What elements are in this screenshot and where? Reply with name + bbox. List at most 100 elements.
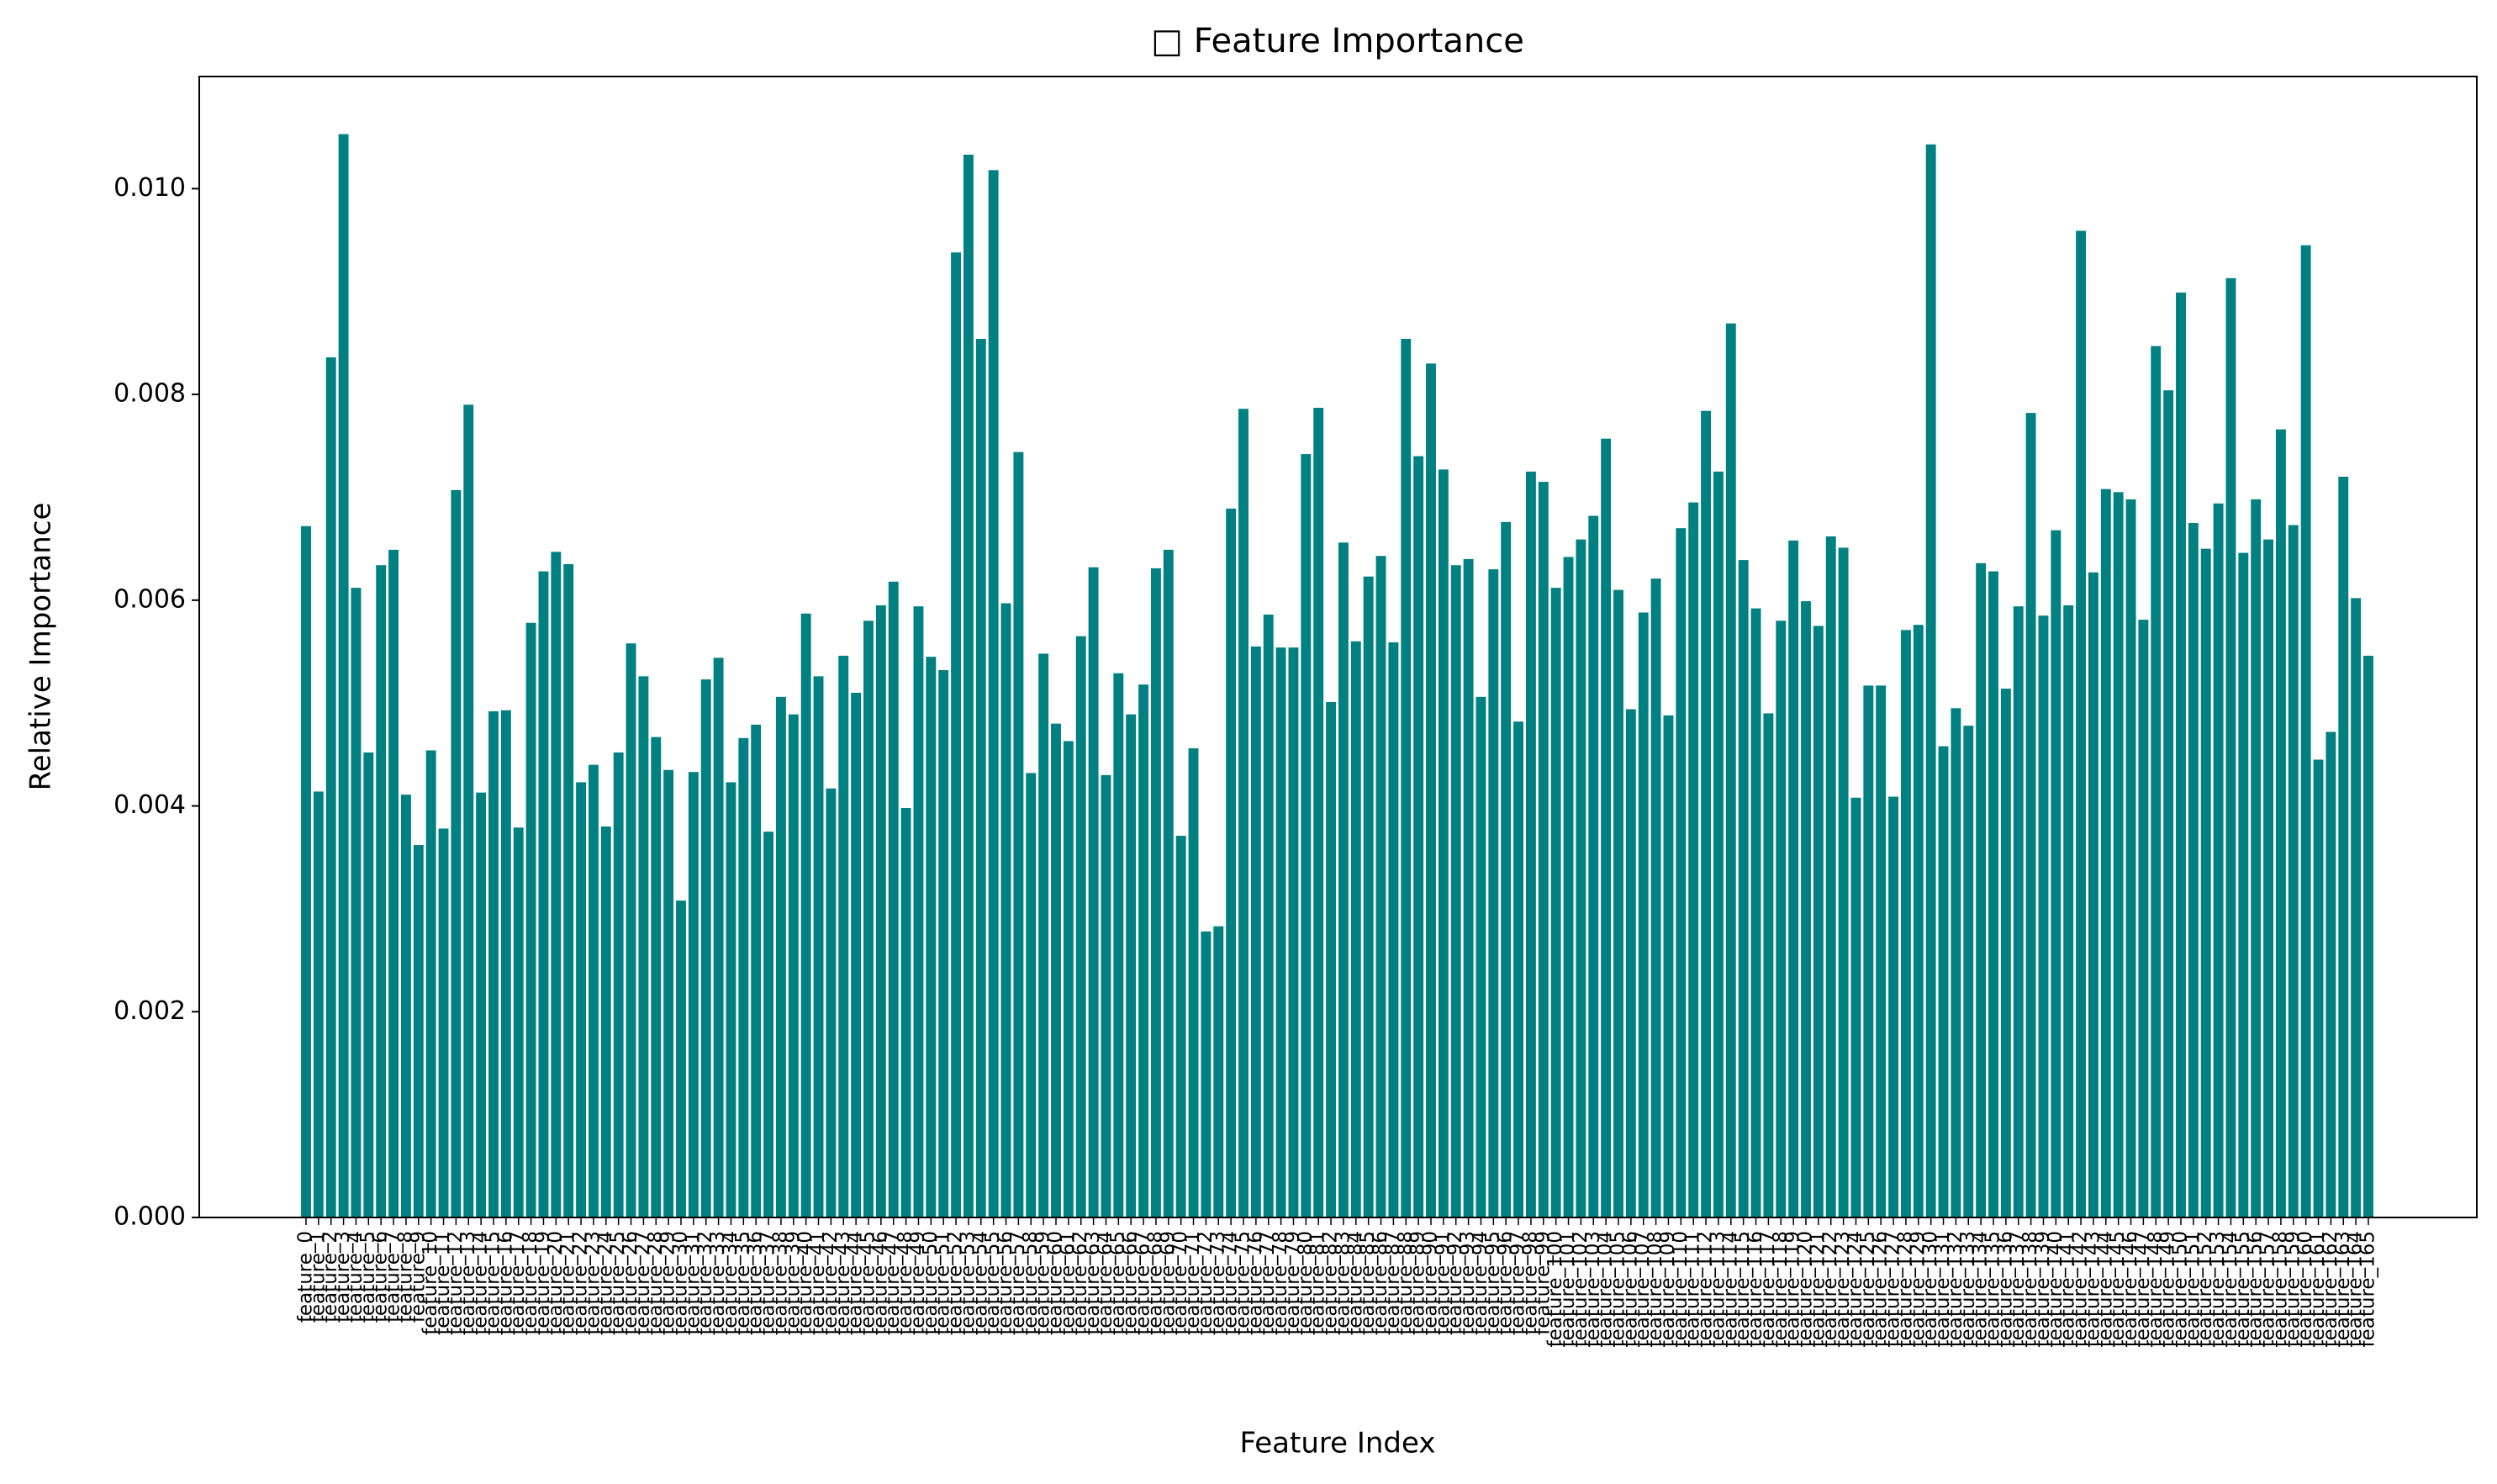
bar: [1588, 515, 1599, 1217]
bar: [1238, 409, 1248, 1217]
x-tick-label: feature_69: [1157, 1231, 1179, 1335]
x-tick-label: feature_164: [2345, 1231, 2367, 1347]
bar: [363, 752, 374, 1217]
bar: [738, 737, 749, 1217]
x-tick-label: feature_20: [545, 1231, 567, 1335]
bar: [613, 752, 624, 1217]
x-tick-label: feature_41: [807, 1231, 829, 1335]
x-tick-label: feature_29: [657, 1231, 679, 1335]
bar: [463, 404, 474, 1218]
x-tick-label: feature_119: [1782, 1231, 1804, 1347]
bar: [1051, 723, 1061, 1217]
x-tick-label: feature_14: [470, 1231, 492, 1335]
x-tick-label: feature_144: [2094, 1231, 2116, 1347]
bar: [2013, 606, 2024, 1217]
x-tick-label: feature_94: [1470, 1231, 1491, 1335]
x-tick-label: feature_24: [594, 1231, 616, 1335]
x-tick-label: feature_140: [2045, 1231, 2067, 1347]
bar: [1913, 625, 1924, 1217]
x-tick-label: feature_9: [407, 1231, 429, 1323]
x-tick-label: feature_99: [1532, 1231, 1554, 1335]
bar: [2138, 620, 2149, 1217]
x-tick-label: feature_157: [2257, 1231, 2279, 1347]
bar: [1676, 528, 1687, 1217]
x-tick-label: feature_116: [1745, 1231, 1766, 1347]
bar: [563, 563, 574, 1217]
x-tick-label: feature_163: [2332, 1231, 2354, 1347]
x-tick-label: feature_95: [1482, 1231, 1504, 1335]
x-tick-label: feature_149: [2157, 1231, 2179, 1347]
bar: [1738, 560, 1749, 1217]
x-tick-label: feature_26: [620, 1231, 641, 1335]
bar: [2113, 492, 2124, 1217]
x-tick-label: feature_84: [1344, 1231, 1366, 1335]
bar: [1763, 713, 1774, 1217]
x-tick-label: feature_93: [1457, 1231, 1479, 1335]
bar: [2300, 245, 2311, 1218]
bar: [938, 670, 949, 1217]
x-tick-label: feature_33: [707, 1231, 729, 1335]
x-tick-label: feature_91: [1432, 1231, 1454, 1335]
bar: [1075, 636, 1086, 1217]
x-tick-label: feature_2: [319, 1231, 341, 1323]
bar: [988, 170, 999, 1218]
bar: [863, 621, 874, 1217]
bar: [1863, 685, 1874, 1217]
bar: [2076, 230, 2087, 1218]
x-tick-label: feature_16: [494, 1231, 516, 1335]
bar: [1413, 456, 1424, 1217]
x-tick-label: feature_74: [1220, 1231, 1242, 1335]
bar: [900, 807, 911, 1217]
bar: [875, 605, 886, 1217]
bar: [1951, 708, 1961, 1217]
bar: [1326, 701, 1337, 1217]
bar: [2163, 390, 2174, 1218]
bar: [1250, 646, 1261, 1217]
x-tick-label: feature_162: [2320, 1231, 2341, 1347]
bar: [688, 772, 699, 1217]
x-tick-label: feature_151: [2182, 1231, 2204, 1347]
x-tick-label: feature_70: [1169, 1231, 1191, 1335]
bar: [1788, 540, 1799, 1217]
bar: [1601, 438, 1612, 1217]
bar: [1275, 647, 1286, 1217]
bar: [1938, 746, 1949, 1217]
bar: [1613, 589, 1623, 1217]
x-tick-label: feature_39: [782, 1231, 804, 1335]
bar: [1850, 797, 1861, 1217]
bar: [1750, 608, 1761, 1217]
x-tick-label: feature_138: [2019, 1231, 2041, 1347]
x-tick-label: feature_53: [957, 1231, 979, 1335]
bar: [588, 764, 599, 1217]
x-tick-label: feature_77: [1257, 1231, 1279, 1335]
bar: [963, 154, 974, 1218]
x-tick-label: feature_90: [1420, 1231, 1442, 1335]
x-tick-label: feature_44: [845, 1231, 867, 1335]
x-tick-label: feature_82: [1320, 1231, 1342, 1335]
x-tick-label: feature_147: [2132, 1231, 2154, 1347]
x-tick-label: feature_45: [858, 1231, 879, 1335]
bar: [2088, 572, 2098, 1217]
x-tick-label: feature_143: [2082, 1231, 2104, 1347]
bar: [1426, 363, 1436, 1217]
x-tick-label: feature_25: [607, 1231, 629, 1335]
x-tick-label: feature_0: [295, 1231, 317, 1323]
x-tick-label: feature_102: [1570, 1231, 1592, 1347]
x-tick-label: feature_76: [1244, 1231, 1266, 1335]
bar: [538, 571, 549, 1217]
x-tick-label: feature_114: [1719, 1231, 1741, 1347]
bar: [2213, 503, 2224, 1217]
x-tick-label: feature_85: [1357, 1231, 1379, 1335]
x-tick-label: feature_87: [1382, 1231, 1404, 1335]
bar: [626, 643, 636, 1217]
bar: [1188, 748, 1199, 1217]
x-tick-label: feature_47: [882, 1231, 904, 1335]
bar: [763, 832, 774, 1217]
x-tick-label: feature_42: [820, 1231, 842, 1335]
x-tick-label: feature_3: [332, 1231, 354, 1323]
x-tick-label: feature_22: [570, 1231, 592, 1335]
x-tick-label: feature_92: [1444, 1231, 1466, 1335]
bar: [2338, 476, 2349, 1217]
x-axis-label: Feature Index: [1240, 1427, 1436, 1460]
